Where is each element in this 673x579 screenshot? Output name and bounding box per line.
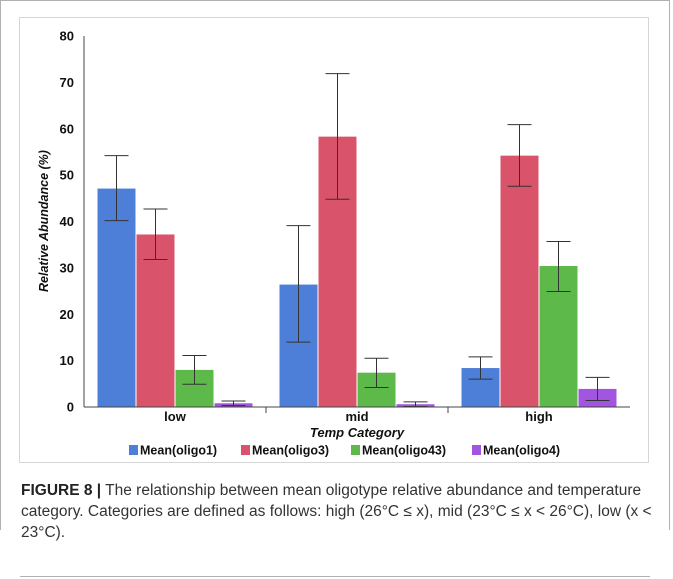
legend-item: Mean(oligo4) [472,444,560,458]
figure-label: FIGURE 8 | [21,482,102,499]
caption-text: The relationship between mean oligotype … [21,482,652,541]
error-bar [286,225,311,343]
y-tick-label: 50 [60,168,74,183]
y-tick-label: 20 [60,307,74,322]
bar-meanoligo3-low [136,234,175,407]
legend-label: Mean(oligo43) [362,444,446,458]
bar-meanoligo3-high [500,155,539,407]
figure-frame-bottom [20,576,650,577]
legend-label: Mean(oligo3) [252,444,329,458]
y-tick-label: 60 [60,121,74,136]
legend-swatch [241,445,250,455]
y-axis-title: Relative Abundance (%) [37,150,51,292]
x-tick-label-high: high [525,409,552,424]
figure-caption: FIGURE 8 | The relationship between mean… [21,480,661,543]
y-tick-label: 80 [60,29,74,44]
y-tick-label: 40 [60,214,74,229]
legend-label: Mean(oligo1) [140,444,217,458]
bar-chart: 0 10 20 30 40 50 60 70 80 low mid high Relative Ab… [37,29,630,458]
y-tick-label: 10 [60,353,74,368]
error-bar [546,240,571,293]
legend-label: Mean(oligo4) [483,444,560,458]
y-tick-label: 70 [60,75,74,90]
error-bar [325,73,350,200]
legend-item: Mean(oligo3) [241,444,329,458]
legend-swatch [129,445,138,455]
legend-item: Mean(oligo1) [129,444,217,458]
legend: Mean(oligo1) Mean(oligo3) Mean(oligo43) Mea… [129,444,560,458]
y-tick-label: 30 [60,260,74,275]
error-bar [221,400,246,407]
legend-swatch [351,445,360,455]
chart-panel: 0 10 20 30 40 50 60 70 80 low mid high Relative Ab… [19,17,649,463]
error-bar [143,208,168,261]
figure-frame [0,0,670,530]
x-axis-title: Temp Category [310,425,405,440]
error-bar [468,356,493,380]
x-tick-label-low: low [164,409,187,424]
legend-swatch [472,445,481,455]
error-bar [364,357,389,389]
error-bar [507,124,532,187]
legend-item: Mean(oligo43) [351,444,446,458]
error-bar [585,376,610,402]
error-bar [182,355,207,385]
y-tick-label: 0 [67,400,74,415]
error-bar [104,155,129,222]
x-tick-label-mid: mid [345,409,368,424]
bar-meanoligo1-low [97,188,136,407]
